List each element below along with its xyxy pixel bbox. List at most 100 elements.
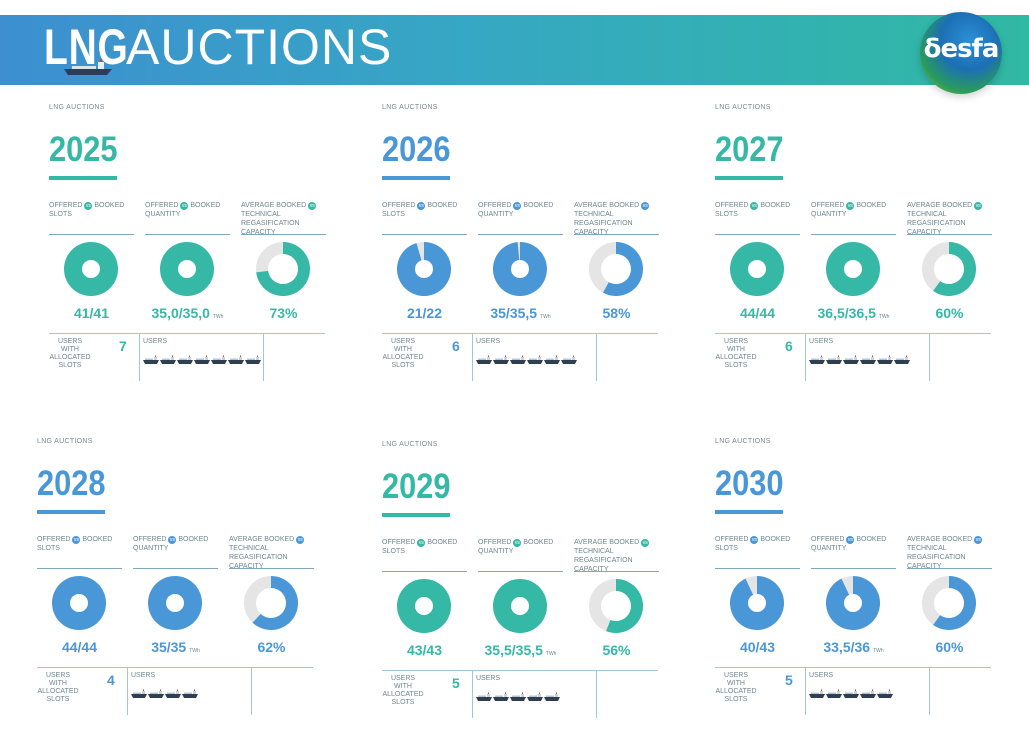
header-offered-vs-booked-quantity: OFFERED vs BOOKED QUANTITY <box>478 538 563 568</box>
column-rule <box>907 234 992 235</box>
column-rule <box>715 234 800 235</box>
capacity-value: 56% <box>602 642 631 658</box>
vs-badge: vs <box>974 202 983 210</box>
panel-year: 2027 <box>715 130 784 169</box>
tanker-ship-icon <box>493 355 509 364</box>
users-divider <box>251 667 252 715</box>
vs-badge: vs <box>974 536 983 544</box>
year-underline <box>715 510 783 514</box>
header-banner <box>0 15 1029 85</box>
users-count: 5 <box>785 672 793 688</box>
quantity-donut <box>826 576 880 630</box>
tanker-ship-icon <box>860 355 876 364</box>
panel-year: 2029 <box>382 467 451 506</box>
year-underline <box>37 510 105 514</box>
quantity-donut <box>493 579 547 633</box>
header-average-vs-capacity: AVERAGE BOOKED vs TECHNICAL REGASIFICATI… <box>241 201 326 236</box>
booked-slots-label: BOOKED SLOTS <box>715 536 791 552</box>
offered-label: OFFERED <box>37 536 71 543</box>
ships-row <box>476 692 561 702</box>
users-rule <box>382 670 658 671</box>
vs-badge: vs <box>296 536 305 544</box>
vs-badge: vs <box>846 536 855 544</box>
technical-capacity-label: TECHNICAL REGASIFICATION CAPACITY <box>574 211 633 236</box>
tanker-ship-icon <box>877 355 893 364</box>
year-underline <box>382 513 450 517</box>
year-underline <box>715 176 783 180</box>
users-divider <box>929 333 930 381</box>
users-header: USERS <box>131 672 156 679</box>
auction-panel-2026: LNG AUCTIONS 2026 OFFERED vs BOOKED SLOTS O… <box>382 104 672 404</box>
users-divider <box>127 667 128 715</box>
users-header: USERS <box>476 338 501 345</box>
offered-label: OFFERED <box>145 202 179 209</box>
offered-label: OFFERED <box>478 539 512 546</box>
tanker-ship-icon <box>826 689 842 698</box>
column-rule <box>37 568 122 569</box>
header-offered-vs-booked-quantity: OFFERED vs BOOKED QUANTITY <box>133 535 218 565</box>
offered-label: OFFERED <box>811 536 845 543</box>
tanker-ship-icon <box>809 355 825 364</box>
header-average-vs-capacity: AVERAGE BOOKED vs TECHNICAL REGASIFICATI… <box>574 201 659 236</box>
tanker-ship-icon <box>510 692 526 701</box>
slots-donut <box>730 576 784 630</box>
slots-value: 21/22 <box>406 305 443 321</box>
tanker-ship-icon <box>131 689 147 698</box>
tanker-ship-icon <box>527 692 543 701</box>
users-divider <box>596 670 597 718</box>
technical-capacity-label: TECHNICAL REGASIFICATION CAPACITY <box>241 211 300 236</box>
capacity-donut <box>589 242 643 296</box>
panel-kicker: LNG AUCTIONS <box>715 104 771 111</box>
column-rule <box>145 234 230 235</box>
tanker-ship-icon <box>160 355 176 364</box>
quantity-value: 35,0/35,0 <box>151 305 210 321</box>
year-underline <box>382 176 450 180</box>
year-underline <box>49 176 117 180</box>
users-count: 5 <box>452 675 460 691</box>
tanker-ship-icon <box>544 355 560 364</box>
average-booked-label: AVERAGE BOOKED <box>574 539 640 546</box>
users-divider <box>139 333 140 381</box>
quantity-value-wrap: 35/35 TWh <box>133 639 218 655</box>
offered-label: OFFERED <box>49 202 83 209</box>
slots-donut <box>397 579 451 633</box>
column-rule <box>574 571 659 572</box>
header-average-vs-capacity: AVERAGE BOOKED vs TECHNICAL REGASIFICATI… <box>574 538 659 573</box>
auction-panel-2030: LNG AUCTIONS 2030 OFFERED vs BOOKED SLOTS O… <box>715 438 1005 738</box>
quantity-donut <box>826 242 880 296</box>
technical-capacity-label: TECHNICAL REGASIFICATION CAPACITY <box>574 548 633 573</box>
vs-badge: vs <box>72 536 81 544</box>
ships-row <box>131 689 199 699</box>
users-divider <box>263 333 264 381</box>
tanker-ship-icon <box>843 355 859 364</box>
users-with-slots-label: USERS WITH ALLOCATED SLOTS <box>715 338 757 369</box>
column-rule <box>229 568 314 569</box>
booked-quantity-label: BOOKED QUANTITY <box>478 539 554 555</box>
page-title: LNG AUCTIONS <box>44 19 392 75</box>
header-offered-vs-booked-slots: OFFERED vs BOOKED SLOTS <box>715 535 800 565</box>
users-header: USERS <box>143 338 168 345</box>
panel-kicker: LNG AUCTIONS <box>382 441 438 448</box>
twh-unit: TWh <box>212 314 224 320</box>
column-rule <box>811 568 896 569</box>
header-offered-vs-booked-slots: OFFERED vs BOOKED SLOTS <box>382 538 467 568</box>
desfa-logo: δesfa <box>920 12 1002 94</box>
panel-year: 2025 <box>49 130 118 169</box>
vs-badge: vs <box>641 539 650 547</box>
slots-value: 41/41 <box>73 305 110 321</box>
tanker-ship-icon <box>182 689 198 698</box>
auction-panel-2025: LNG AUCTIONS 2025 OFFERED vs BOOKED SLOTS O… <box>49 104 339 404</box>
tanker-ship-icon <box>877 689 893 698</box>
ships-row <box>809 689 894 699</box>
users-header: USERS <box>809 672 834 679</box>
quantity-value: 36,5/36,5 <box>817 305 876 321</box>
column-rule <box>811 234 896 235</box>
users-divider <box>596 333 597 381</box>
vs-badge: vs <box>513 202 522 210</box>
capacity-donut <box>589 579 643 633</box>
slots-donut <box>64 242 118 296</box>
column-rule <box>241 234 326 235</box>
technical-capacity-label: TECHNICAL REGASIFICATION CAPACITY <box>907 545 966 570</box>
booked-slots-label: BOOKED SLOTS <box>37 536 113 552</box>
column-rule <box>907 568 992 569</box>
